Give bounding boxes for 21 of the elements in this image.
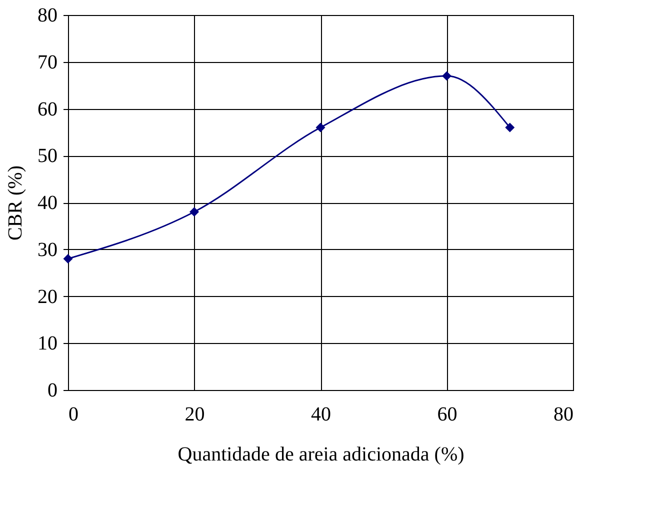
y-axis-title: CBR (%)	[4, 166, 26, 240]
y-tick-label: 30	[38, 238, 58, 261]
point	[442, 71, 452, 81]
x-tick-label: 0	[68, 404, 78, 426]
point	[190, 207, 199, 217]
y-tick-label: 40	[38, 192, 58, 214]
y-tick-label: 20	[38, 286, 58, 308]
y-tick-label: 0	[48, 380, 58, 402]
x-tick-label: 80	[554, 404, 574, 426]
x-tick-label: 40	[311, 404, 331, 426]
y-tick-label: 50	[38, 145, 58, 168]
point	[63, 254, 73, 264]
y-tick-label: 10	[38, 332, 58, 355]
y-tick-label: 60	[38, 98, 58, 120]
point	[505, 122, 515, 132]
point	[316, 122, 326, 132]
y-tick-label: 70	[38, 51, 58, 74]
x-axis-title: Quantidade de areia adicionada (%)	[178, 444, 464, 466]
x-tick-label: 20	[184, 404, 205, 426]
x-tick-label: 60	[437, 404, 458, 426]
y-tick-label: 80	[38, 4, 58, 26]
